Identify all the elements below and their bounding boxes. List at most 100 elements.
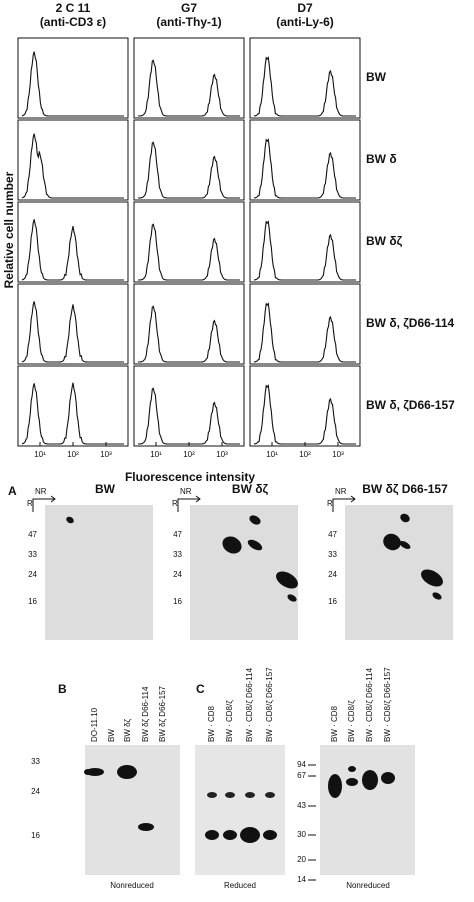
lane-label: BW · CD8 xyxy=(330,705,339,742)
marker: 24 xyxy=(31,787,40,796)
column-clone: D7 xyxy=(297,1,313,15)
histogram-curve xyxy=(21,382,124,445)
row-label: BW δζ xyxy=(366,234,403,248)
blot xyxy=(195,745,285,875)
blot xyxy=(85,745,180,875)
blot-title: BW δζ xyxy=(232,482,269,496)
x-tick-label: 10² xyxy=(299,450,311,459)
marker: 33 xyxy=(28,550,37,559)
arrow xyxy=(177,495,201,512)
histogram-frame xyxy=(249,283,361,365)
marker: 47 xyxy=(328,530,337,539)
x-tick-label: 10¹ xyxy=(34,450,46,459)
marker: 16 xyxy=(28,597,37,606)
marker: 33 xyxy=(173,550,182,559)
panel-letter: B xyxy=(58,682,67,696)
lane-label: DO-11.10 xyxy=(90,707,99,742)
r-label: R xyxy=(327,499,333,508)
marker: 33 xyxy=(328,550,337,559)
blot xyxy=(320,745,415,875)
lane-label: BW · CD8/ζ xyxy=(225,700,234,742)
band xyxy=(84,769,92,775)
column-antibody: (anti-Ly-6) xyxy=(276,15,334,29)
band xyxy=(346,778,358,786)
blot xyxy=(45,505,153,640)
marker: 47 xyxy=(28,530,37,539)
x-tick-label: 10² xyxy=(183,450,195,459)
column-clone: 2 C 11 xyxy=(56,1,91,15)
lane-label: BW xyxy=(107,729,116,742)
band xyxy=(263,830,277,840)
spot xyxy=(432,592,442,600)
marker: 16 xyxy=(31,831,40,840)
lane-label: BW · CD8/ζ D66-157 xyxy=(383,667,392,742)
row-label: BW δ, ζD66-157 xyxy=(366,398,455,412)
row-label: BW xyxy=(366,70,387,84)
band xyxy=(205,830,219,840)
marker: 24 xyxy=(173,570,182,579)
histogram-curve xyxy=(138,141,240,199)
blot-title: BW δζ D66-157 xyxy=(362,482,448,496)
marker: 30 xyxy=(297,830,306,839)
marker: 43 xyxy=(297,801,306,810)
histogram-frame xyxy=(133,37,245,119)
lane-label: BW · CD8/ζ D66-157 xyxy=(265,667,274,742)
x-tick-label: 10¹ xyxy=(266,450,278,459)
band xyxy=(328,774,342,798)
lane-label: BW · CD8/ζ D66-114 xyxy=(365,667,374,742)
column-clone: G7 xyxy=(181,1,197,15)
band xyxy=(265,792,275,798)
histogram-frame xyxy=(133,201,245,283)
marker: 33 xyxy=(31,757,40,766)
row-label: BW δ xyxy=(366,152,397,166)
band xyxy=(223,830,237,840)
marker: 16 xyxy=(173,597,182,606)
spot xyxy=(249,515,261,525)
spot xyxy=(287,594,297,602)
arrow xyxy=(332,495,356,512)
histogram-curve xyxy=(21,301,124,363)
histogram-frame xyxy=(17,119,129,201)
row-label: BW δ, ζD66-114 xyxy=(366,316,454,330)
spot xyxy=(247,539,263,551)
histogram-curve xyxy=(138,305,240,363)
spot xyxy=(222,536,242,554)
band xyxy=(362,770,378,790)
histogram-curve xyxy=(253,138,356,199)
lane-label: BW δζ D66-114 xyxy=(141,686,150,742)
spot xyxy=(383,533,401,551)
marker: 47 xyxy=(173,530,182,539)
arrow xyxy=(32,495,56,512)
band xyxy=(348,766,356,772)
lane-label: BW δζ D66-157 xyxy=(158,685,167,742)
x-tick-label: 10³ xyxy=(332,450,344,459)
lane-label: BW δζ xyxy=(123,718,132,742)
band xyxy=(240,827,260,843)
histogram-curve xyxy=(138,223,240,281)
spot xyxy=(400,513,410,523)
lane-label: BW · CD8/ζ D66-114 xyxy=(245,667,254,742)
band xyxy=(225,792,235,798)
histogram-frame xyxy=(17,283,129,365)
histogram-frame xyxy=(17,37,129,119)
histogram-curve xyxy=(21,219,124,281)
marker: 14 xyxy=(297,875,306,884)
column-antibody: (anti-Thy-1) xyxy=(156,15,221,29)
spot xyxy=(66,516,74,524)
blot-title: BW xyxy=(95,482,116,496)
panel-letter: A xyxy=(8,484,17,498)
histogram-frame xyxy=(249,201,361,283)
marker: 20 xyxy=(297,855,306,864)
caption: Nonreduced xyxy=(110,881,154,890)
lane-label: BW · CD8/ζ xyxy=(347,700,356,742)
lane-label: BW · CD8 xyxy=(207,705,216,742)
histogram-curve xyxy=(138,59,240,117)
nr-label: NR xyxy=(35,487,47,496)
x-tick-label: 10³ xyxy=(100,450,112,459)
marker: 24 xyxy=(28,570,37,579)
x-tick-label: 10¹ xyxy=(150,450,162,459)
caption: Reduced xyxy=(224,881,256,890)
column-antibody: (anti-CD3 ε) xyxy=(40,15,106,29)
histogram-curve xyxy=(21,51,124,117)
